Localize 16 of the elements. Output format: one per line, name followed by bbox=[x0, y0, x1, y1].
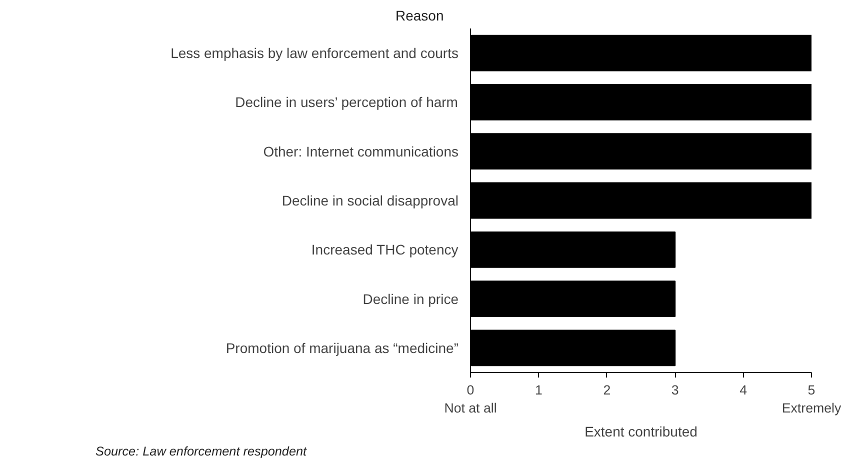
x-tick-label: 2 bbox=[603, 382, 611, 398]
x-tick-label: 5 Extremely bbox=[782, 382, 842, 416]
y-tick-label: Other: Internet communications bbox=[263, 143, 459, 160]
x-axis-title: Extent contributed bbox=[584, 424, 698, 440]
y-tick-label: Promotion of marijuana as “medicine” bbox=[226, 340, 459, 356]
y-tick-label: Decline in users’ perception of harm bbox=[235, 94, 458, 110]
x-tick-label: 1 bbox=[534, 382, 542, 398]
x-tick-label: 0 Not at all bbox=[444, 382, 497, 416]
y-tick-label: Decline in social disapproval bbox=[282, 192, 459, 208]
y-tick-label: Decline in price bbox=[362, 290, 459, 307]
source-note: Source: Law enforcement respondent bbox=[96, 444, 308, 458]
x-tick-label: 4 bbox=[740, 382, 748, 398]
x-tick-label: 3 bbox=[671, 382, 679, 398]
y-tick-label: Increased THC potency bbox=[311, 242, 458, 258]
y-axis-title: Reason bbox=[396, 8, 444, 24]
y-tick-label: Less emphasis by law enforcement and courts bbox=[170, 45, 459, 62]
